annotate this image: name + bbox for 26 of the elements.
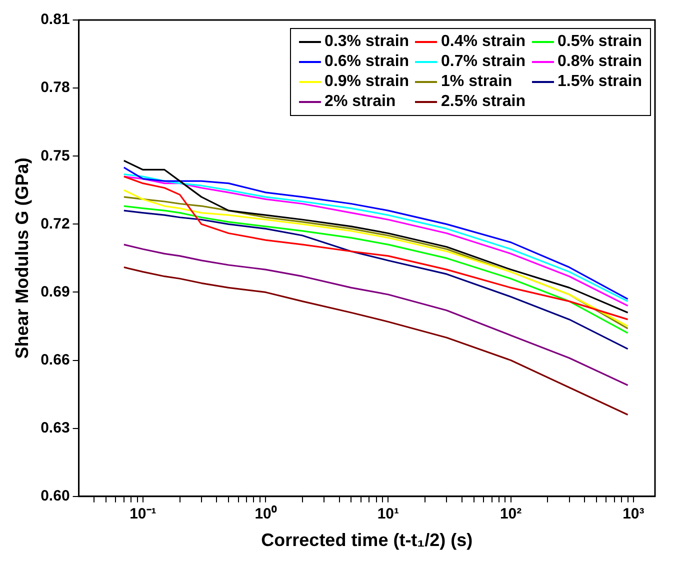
legend-label: 0.3% strain: [324, 33, 410, 51]
legend-label: 2.5% strain: [441, 93, 526, 111]
y-tick-label: 0.69: [40, 283, 70, 300]
y-tick-label: 0.75: [40, 147, 70, 164]
legend-label: 0.5% strain: [558, 33, 642, 51]
x-tick-label: 10⁻¹: [130, 506, 156, 523]
y-tick-label: 0.63: [40, 419, 70, 436]
x-tick-label: 10⁰: [254, 504, 278, 523]
y-axis-title: Shear Modulus G (GPa): [12, 158, 32, 359]
legend-label: 1.5% strain: [558, 73, 642, 91]
y-tick-label: 0.81: [40, 11, 70, 28]
y-tick-label: 0.78: [40, 79, 70, 96]
x-tick-label: 10²: [500, 506, 522, 523]
x-axis-title: Corrected time (t-t₁/2) (s): [261, 530, 473, 550]
x-tick-label: 10³: [622, 506, 644, 523]
y-tick-label: 0.72: [40, 215, 70, 232]
y-tick-label: 0.60: [40, 488, 70, 505]
legend-label: 0.9% strain: [324, 73, 410, 91]
legend-label: 0.7% strain: [441, 53, 526, 71]
legend-label: 0.8% strain: [558, 53, 642, 71]
x-tick-label: 10¹: [377, 506, 400, 523]
y-tick-label: 0.66: [40, 351, 70, 368]
legend-label: 0.4% strain: [441, 33, 526, 51]
legend-label: 2% strain: [324, 93, 396, 111]
legend-label: 1% strain: [441, 73, 512, 91]
legend-label: 0.6% strain: [324, 53, 410, 71]
